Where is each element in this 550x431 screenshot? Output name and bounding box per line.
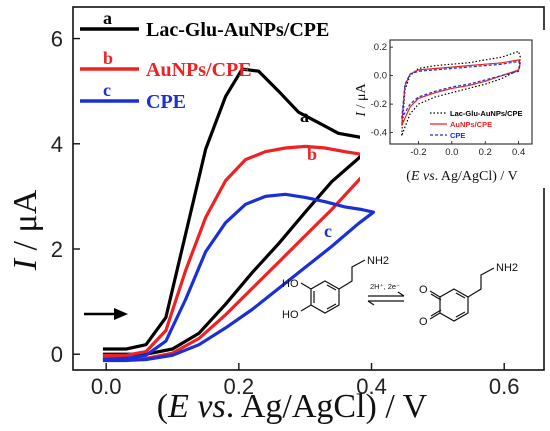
cv-curve-a [102,67,376,356]
inset-y-axis-title: I / μA [354,83,369,118]
inset-legend: Lac-Glu-AuNPs/CPE AuNPs/CPE CPE [430,109,523,140]
inset-chart: -0.2 0.0 0.2 0.4 -0.4 -0.2 0.0 0.2 I / μA (E vs… [354,30,546,188]
inset-x-axis-title-open: ( [406,169,411,184]
quinone-carbonyl-2b [430,309,442,317]
inset-x-tick-label: 0.2 [479,147,492,158]
legend-entry-b: b AuNPs/CPE [80,48,252,81]
inset-cv-curve-1 [401,50,521,136]
dopamine-oh-label-1: HO [282,278,299,290]
inset-x-axis-title-vs: vs [420,169,436,184]
inset-x-axis-title: (E vs. Ag/AgCl) / V [406,169,517,184]
legend-entry-a: a Lac-Glu-AuNPs/CPE [80,8,329,41]
y-axis-title-unit: / μA [7,189,44,259]
reaction-scheme [300,259,495,322]
curve-label-a: a [300,106,309,126]
quinone-nh2-label: NH2 [496,262,518,274]
y-axis-title-symbol: I [7,257,44,271]
y-tick-label: 4 [51,132,63,157]
y-tick-label: 6 [51,27,63,52]
legend-label-c: CPE [146,91,186,113]
inset-y-tick-label: 0.2 [374,42,387,53]
inset-y-tick-label: 0.0 [374,71,387,82]
inset-x-tick-label: 0.0 [445,147,458,158]
equilibrium-arrow-forward-head [397,291,405,297]
main-legend: a Lac-Glu-AuNPs/CPE b AuNPs/CPE c CPE [80,8,329,113]
inset-y-axis-title-unit: / μA [354,83,369,112]
inset-y-axis-title-symbol: I [354,111,369,118]
x-tick-label: 0.4 [356,374,387,399]
y-tick-label: 0 [51,342,63,367]
quinone-carbonyl-2a [429,312,441,320]
legend-label-a: Lac-Glu-AuNPs/CPE [146,19,329,41]
main-curves [102,67,376,363]
quinone-ring [439,288,469,322]
x-axis-title: (E vs. Ag/AgCl) / V [157,388,428,425]
x-axis-title-open: ( [157,388,168,425]
curve-label-b: b [307,144,317,164]
curve-label-c: c [324,221,332,241]
quinone-ring-inner-bond-1 [455,292,466,299]
inset-plot-frame [389,39,533,145]
dopamine-oh-bond-2 [300,304,312,312]
inset-axis-ticks: -0.2 0.0 0.2 0.4 -0.4 -0.2 0.0 0.2 [371,42,526,158]
quinone-carbonyl-1b [430,293,442,301]
inset-x-axis-title-rest: . Ag/AgCl) / V [435,169,518,184]
y-axis-title: I / μA [7,189,44,271]
x-axis-title-vs: vs [189,388,226,425]
inset-background [360,30,546,188]
x-axis-title-symbol: E [167,388,189,425]
cv-curve-c [102,192,376,363]
dopamine-oh-bond-1 [300,282,312,290]
dopamine-ring [310,280,340,314]
inset-x-tick-label: -0.2 [410,147,426,158]
inset-y-tick-label: -0.2 [371,99,387,110]
dopamine-oh-label-2: HO [282,309,299,321]
equilibrium-arrow-back-head [367,300,375,306]
dopamine-ring-inner-bond-3 [326,303,337,310]
main-plot-frame [72,6,545,371]
cv-curve-b [102,144,376,360]
dopamine-nh2-label: NH2 [367,255,389,267]
legend-entry-c: c CPE [80,80,186,113]
legend-letter-c: c [103,80,111,100]
inset-curves [401,50,521,136]
x-tick-label: 0.0 [91,374,122,399]
legend-letter-a: a [103,8,112,28]
inset-x-tick-label: 0.4 [512,147,525,158]
inset-cv-curve-2 [401,59,521,126]
dopamine-ring-inner-bond-1 [326,284,337,291]
inset-x-axis-title-symbol: E [410,169,420,184]
inset-legend-label-c: CPE [450,131,465,140]
quinone-o-label-1: O [419,284,428,296]
legend-letter-b: b [103,48,113,68]
inset-legend-label-a: Lac-Glu-AuNPs/CPE [450,109,523,118]
quinone-side-chain [467,267,495,298]
x-tick-label: 0.2 [224,374,255,399]
reaction-conditions-label: 2H⁺, 2e⁻ [370,282,400,291]
x-axis-title-rest: . Ag/AgCl) / V [226,388,428,425]
quinone-o-label-2: O [419,316,428,328]
reaction-scheme-labels: HO HO NH2 2H⁺, 2e⁻ O O NH2 [282,255,518,328]
dopamine-side-chain [338,259,366,290]
inset-y-tick-label: -0.4 [371,128,387,139]
legend-label-b: AuNPs/CPE [146,59,252,81]
y-tick-label: 2 [51,237,63,262]
x-tick-label: 0.6 [489,374,520,399]
inset-legend-label-b: AuNPs/CPE [450,120,492,129]
quinone-carbonyl-1a [429,290,441,298]
scan-direction-arrow [84,308,128,320]
quinone-ring-inner-bond-2 [455,311,466,318]
main-axis-ticks: 0.0 0.2 0.4 0.6 0 2 4 6 [51,27,520,399]
inset-cv-curve-3 [401,60,521,119]
